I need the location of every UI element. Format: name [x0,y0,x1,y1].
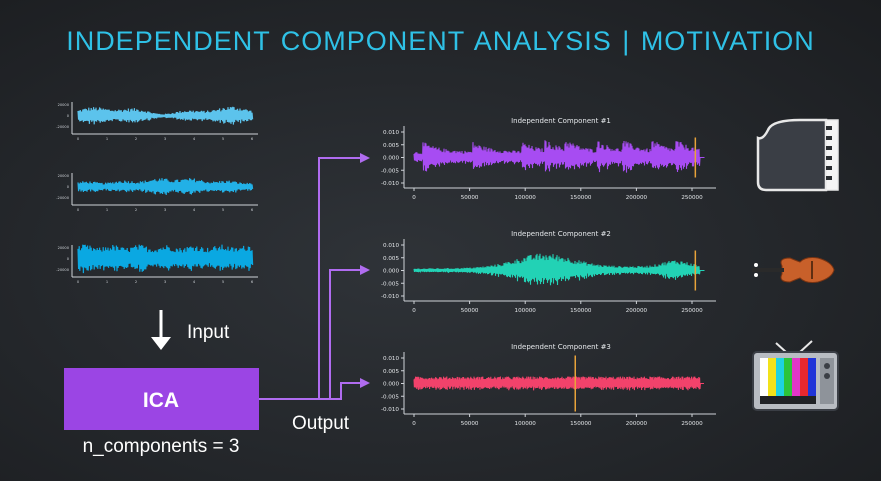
piano-icon [756,118,839,192]
x-tick-label: 250000 [681,308,703,314]
x-tick-label: 4 [193,208,196,212]
y-tick-label: 20000 [58,174,70,178]
x-tick-label: 4 [193,137,196,141]
x-tick-label: 100000 [515,195,537,201]
x-tick-label: 6 [251,137,254,141]
violin-icon [752,257,835,283]
x-tick-label: 1 [106,208,108,212]
n-components-label: n_components = 3 [83,436,240,457]
x-tick-label: 200000 [626,308,648,314]
output-arrowhead-2 [360,265,370,275]
y-tick-label: -0.010 [381,407,399,413]
y-tick-label: -0.005 [381,281,399,287]
y-tick-label: 0.000 [383,269,399,275]
x-tick-label: 4 [193,280,196,284]
output-arrow-1 [259,157,360,400]
y-tick-label: 0 [67,185,70,189]
slide-title: INDEPENDENT COMPONENT ANALYSIS | MOTIVAT… [66,26,815,56]
x-tick-label: 0 [77,208,80,212]
x-tick-label: 5 [222,137,224,141]
y-tick-label: 0.005 [383,143,399,149]
input-label: Input [187,322,230,343]
x-tick-label: 1 [106,137,108,141]
x-tick-label: 1 [106,280,108,284]
component-waveform [413,140,705,173]
independent-components: Independent Component #1 0.010 0.005 0.000 -… [381,117,716,427]
output-arrow-3 [330,382,360,400]
mixed-signal-2: 20000 0 -20000 0 1 2 3 4 5 6 [56,173,258,212]
x-tick-label: 50000 [461,308,479,314]
y-tick-label: -0.005 [381,168,399,174]
output-label: Output [292,413,350,434]
component-waveform [413,376,704,391]
x-tick-label: 150000 [570,308,592,314]
x-tick-label: 0 [412,308,416,314]
component-chart-1: Independent Component #1 0.010 0.005 0.000 -… [381,117,716,201]
y-tick-label: 20000 [58,246,70,250]
mixed-signal-1: 20000 0 -20000 0 1 2 3 4 5 6 [56,102,258,141]
y-tick-label: -20000 [56,196,69,200]
x-tick-label: 100000 [515,308,537,314]
y-tick-label: 0.010 [383,356,399,362]
y-tick-label: -20000 [56,268,69,272]
x-tick-label: 250000 [681,195,703,201]
mixed-waveform [77,106,254,125]
x-tick-label: 2 [135,137,137,141]
x-tick-label: 0 [412,421,416,427]
x-tick-label: 3 [164,137,166,141]
tv-test-pattern-icon [752,340,839,411]
x-tick-label: 5 [222,280,224,284]
y-tick-label: 0.000 [383,156,399,162]
component-title: Independent Component #3 [511,343,611,351]
y-tick-label: 0.005 [383,256,399,262]
x-tick-label: 3 [164,208,166,212]
y-tick-label: 0 [67,257,70,261]
y-tick-label: 20000 [58,103,70,107]
ica-label: ICA [143,389,179,412]
x-tick-label: 0 [412,195,416,201]
component-chart-2: Independent Component #2 0.010 0.005 0.000 -… [381,230,716,314]
y-tick-label: 0.005 [383,369,399,375]
x-tick-label: 2 [135,208,137,212]
y-tick-label: -0.010 [381,181,399,187]
x-tick-label: 0 [77,137,80,141]
x-tick-label: 100000 [515,421,537,427]
x-tick-label: 250000 [681,421,703,427]
component-title: Independent Component #2 [511,230,611,238]
ica-box [64,368,259,430]
y-tick-label: -20000 [56,125,69,129]
x-tick-label: 50000 [461,421,479,427]
x-tick-label: 150000 [570,421,592,427]
x-tick-label: 3 [164,280,166,284]
x-tick-label: 50000 [461,195,479,201]
y-tick-label: 0.010 [383,130,399,136]
x-tick-label: 5 [222,208,224,212]
output-arrows [259,153,370,400]
output-arrowhead-3 [360,378,370,388]
component-title: Independent Component #1 [511,117,611,125]
y-tick-label: 0 [67,114,70,118]
x-tick-label: 6 [251,280,254,284]
y-tick-label: 0.010 [383,243,399,249]
x-tick-label: 2 [135,280,137,284]
mixed-signal-3: 20000 0 -20000 0 1 2 3 4 5 6 [56,244,258,284]
output-arrow-2 [319,269,360,400]
y-tick-label: -0.005 [381,394,399,400]
x-tick-label: 150000 [570,195,592,201]
y-tick-label: 0.000 [383,382,399,388]
mixed-waveform [77,178,254,196]
y-tick-label: -0.010 [381,294,399,300]
input-arrow [151,310,171,350]
x-tick-label: 6 [251,208,254,212]
mixed-waveform [77,244,254,274]
x-tick-label: 200000 [626,195,648,201]
x-tick-label: 200000 [626,421,648,427]
component-chart-3: Independent Component #3 0.010 0.005 0.000 -… [381,343,716,427]
x-tick-label: 0 [77,280,80,284]
component-waveform [413,253,705,286]
output-arrowhead-1 [360,153,370,163]
